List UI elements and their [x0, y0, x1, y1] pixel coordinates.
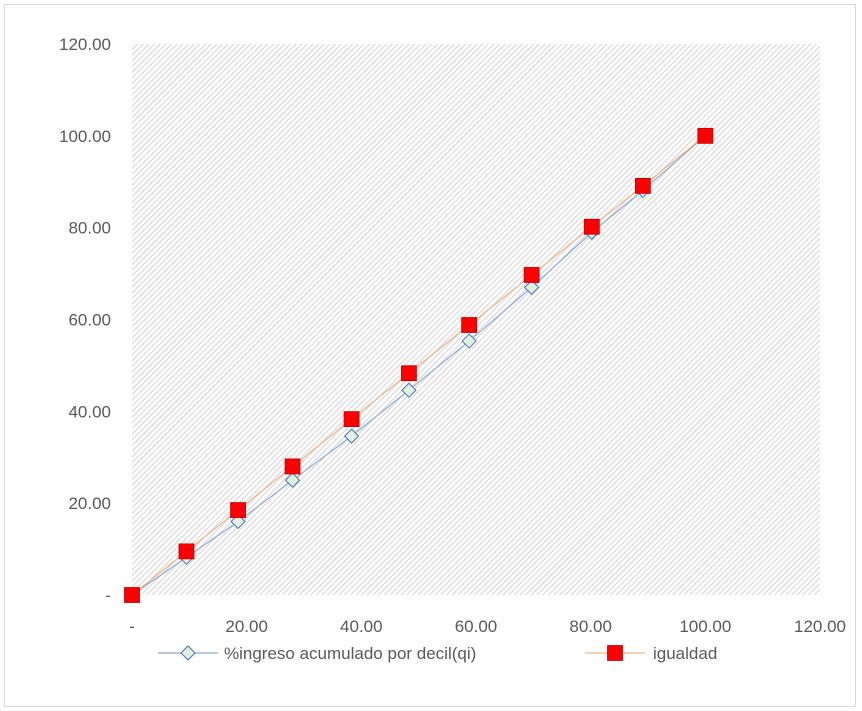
legend-marker: [607, 645, 623, 661]
series-2-point: [124, 587, 140, 603]
x-axis: - 20.00 40.00 60.00 80.00 100.00 120.00: [129, 617, 846, 636]
chart-frame: [4, 4, 856, 707]
legend: %ingreso acumulado por decil(qi) igualdad: [158, 644, 717, 663]
x-tick-label: 120.00: [794, 617, 846, 636]
legend-entry: %ingreso acumulado por decil(qi): [158, 644, 476, 663]
x-tick-label: 60.00: [455, 617, 498, 636]
series-1-point: [401, 382, 417, 398]
series-2-point: [401, 365, 417, 382]
y-tick-label: -: [105, 586, 111, 605]
series-1-point: [523, 279, 540, 296]
y-axis: - 20.00 40.00 60.00 80.00 100.00 120.00: [59, 35, 111, 605]
y-tick-label: 20.00: [68, 494, 111, 513]
legend-label: %ingreso acumulado por decil(qi): [224, 644, 476, 663]
series-2-point: [697, 127, 714, 144]
series-1: [124, 128, 714, 603]
series-1-point: [461, 333, 477, 349]
series-2-point: [178, 543, 195, 560]
x-tick-label: 100.00: [679, 617, 731, 636]
legend-entry: igualdad: [585, 644, 717, 663]
series-2-point: [284, 458, 301, 475]
series-2: [124, 127, 714, 603]
y-tick-label: 100.00: [59, 127, 111, 146]
series-2-point: [230, 502, 246, 518]
y-tick-label: 120.00: [59, 35, 111, 54]
series-2-point: [583, 218, 600, 235]
series-1-point: [284, 472, 301, 488]
series-2-point: [634, 177, 651, 194]
series-2-point: [461, 317, 478, 333]
y-tick-label: 40.00: [68, 402, 111, 421]
series-2-point: [343, 411, 360, 428]
x-tick-label: -: [129, 617, 135, 636]
series-1-point: [343, 428, 360, 444]
series-layer: [124, 127, 714, 603]
y-tick-label: 80.00: [68, 219, 111, 238]
x-tick-label: 20.00: [225, 617, 268, 636]
x-tick-label: 40.00: [340, 617, 383, 636]
y-tick-label: 60.00: [68, 311, 111, 330]
series-1-point: [230, 513, 246, 530]
legend-label: igualdad: [653, 644, 717, 663]
legend-marker: [180, 645, 196, 661]
x-tick-label: 80.00: [569, 617, 612, 636]
series-2-point: [523, 267, 540, 283]
